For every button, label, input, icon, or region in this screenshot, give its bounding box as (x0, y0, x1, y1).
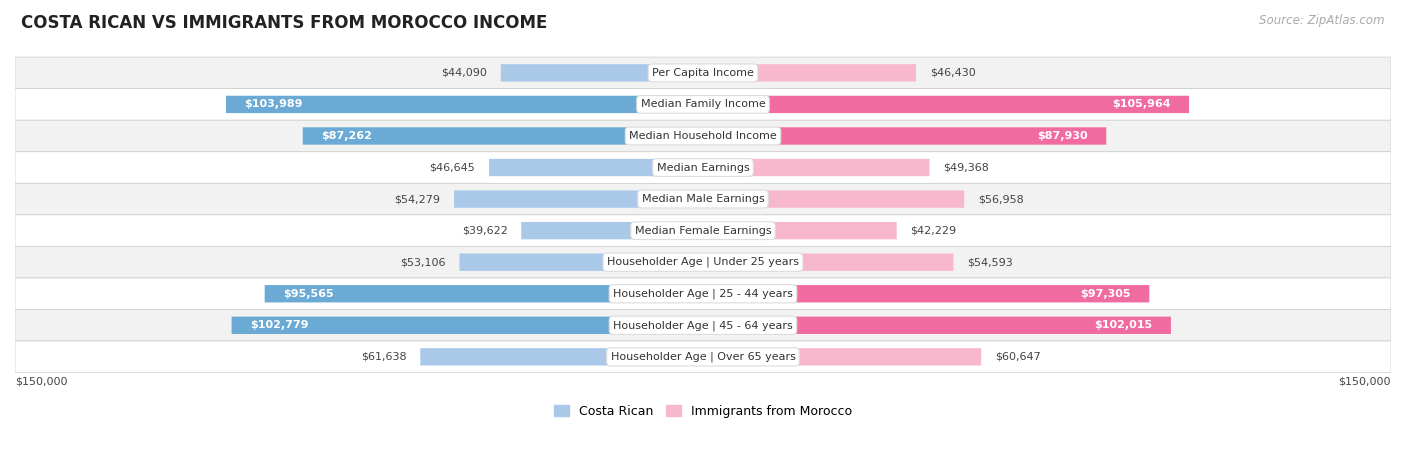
FancyBboxPatch shape (460, 254, 703, 271)
Text: $61,638: $61,638 (361, 352, 406, 362)
Text: Householder Age | Under 25 years: Householder Age | Under 25 years (607, 257, 799, 268)
FancyBboxPatch shape (15, 120, 1391, 152)
Text: Per Capita Income: Per Capita Income (652, 68, 754, 78)
Text: Source: ZipAtlas.com: Source: ZipAtlas.com (1260, 14, 1385, 27)
FancyBboxPatch shape (264, 285, 703, 303)
Text: $53,106: $53,106 (401, 257, 446, 267)
Text: $49,368: $49,368 (943, 163, 988, 172)
Text: $103,989: $103,989 (245, 99, 302, 109)
FancyBboxPatch shape (522, 222, 703, 239)
FancyBboxPatch shape (703, 254, 953, 271)
Text: $44,090: $44,090 (441, 68, 486, 78)
Text: $46,645: $46,645 (430, 163, 475, 172)
Text: $60,647: $60,647 (995, 352, 1040, 362)
FancyBboxPatch shape (703, 96, 1189, 113)
Text: $150,000: $150,000 (1339, 376, 1391, 386)
FancyBboxPatch shape (15, 278, 1391, 310)
FancyBboxPatch shape (15, 310, 1391, 341)
FancyBboxPatch shape (501, 64, 703, 82)
FancyBboxPatch shape (15, 247, 1391, 278)
Text: $56,958: $56,958 (979, 194, 1024, 204)
Text: $105,964: $105,964 (1112, 99, 1171, 109)
Text: $95,565: $95,565 (283, 289, 333, 299)
FancyBboxPatch shape (703, 348, 981, 366)
FancyBboxPatch shape (703, 285, 1149, 303)
Text: $150,000: $150,000 (15, 376, 67, 386)
Text: $97,305: $97,305 (1080, 289, 1130, 299)
Legend: Costa Rican, Immigrants from Morocco: Costa Rican, Immigrants from Morocco (548, 400, 858, 423)
Text: Median Household Income: Median Household Income (628, 131, 778, 141)
Text: Householder Age | 25 - 44 years: Householder Age | 25 - 44 years (613, 289, 793, 299)
FancyBboxPatch shape (15, 152, 1391, 184)
FancyBboxPatch shape (302, 127, 703, 145)
Text: Median Male Earnings: Median Male Earnings (641, 194, 765, 204)
Text: $46,430: $46,430 (929, 68, 976, 78)
Text: $42,229: $42,229 (911, 226, 956, 236)
Text: $54,593: $54,593 (967, 257, 1012, 267)
FancyBboxPatch shape (489, 159, 703, 176)
FancyBboxPatch shape (703, 191, 965, 208)
Text: Householder Age | Over 65 years: Householder Age | Over 65 years (610, 352, 796, 362)
Text: $87,262: $87,262 (321, 131, 373, 141)
FancyBboxPatch shape (703, 222, 897, 239)
FancyBboxPatch shape (15, 89, 1391, 120)
FancyBboxPatch shape (454, 191, 703, 208)
Text: COSTA RICAN VS IMMIGRANTS FROM MOROCCO INCOME: COSTA RICAN VS IMMIGRANTS FROM MOROCCO I… (21, 14, 547, 32)
FancyBboxPatch shape (232, 317, 703, 334)
Text: Median Family Income: Median Family Income (641, 99, 765, 109)
Text: Median Female Earnings: Median Female Earnings (634, 226, 772, 236)
FancyBboxPatch shape (226, 96, 703, 113)
FancyBboxPatch shape (15, 341, 1391, 373)
Text: $39,622: $39,622 (461, 226, 508, 236)
FancyBboxPatch shape (15, 184, 1391, 215)
FancyBboxPatch shape (703, 64, 915, 82)
FancyBboxPatch shape (703, 127, 1107, 145)
Text: Median Earnings: Median Earnings (657, 163, 749, 172)
FancyBboxPatch shape (15, 215, 1391, 247)
Text: $54,279: $54,279 (394, 194, 440, 204)
Text: $102,779: $102,779 (250, 320, 308, 330)
FancyBboxPatch shape (703, 159, 929, 176)
FancyBboxPatch shape (420, 348, 703, 366)
Text: $102,015: $102,015 (1094, 320, 1153, 330)
FancyBboxPatch shape (703, 317, 1171, 334)
Text: Householder Age | 45 - 64 years: Householder Age | 45 - 64 years (613, 320, 793, 331)
Text: $87,930: $87,930 (1038, 131, 1088, 141)
FancyBboxPatch shape (15, 57, 1391, 89)
